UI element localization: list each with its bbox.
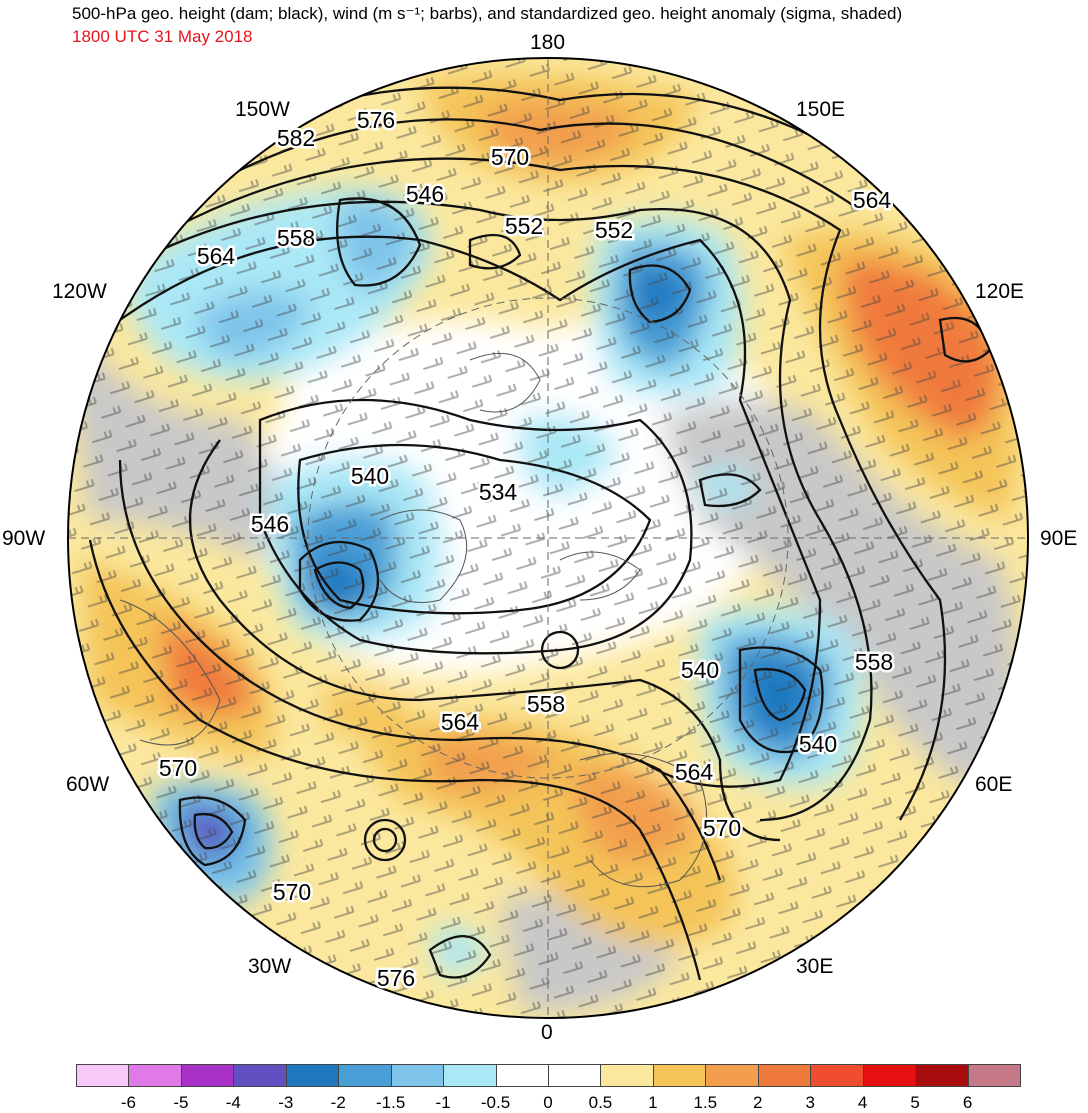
lon-label-120e: 120E: [975, 280, 1025, 303]
shaded-anomaly-field: [68, 58, 1028, 1018]
colorbar-swatch: [652, 1064, 707, 1087]
contour-label: 546: [406, 181, 444, 207]
graticule: [68, 58, 1028, 1018]
colorbar-swatch: [285, 1064, 340, 1087]
contour-label: 570: [703, 815, 741, 841]
colorbar-swatch: [76, 1064, 130, 1087]
contour-label: 564: [441, 709, 480, 735]
colorbar-swatch: [443, 1064, 497, 1087]
colorbar-label: -3: [278, 1093, 294, 1112]
colorbar-label: -2: [330, 1093, 346, 1112]
contour-label: 552: [505, 213, 543, 239]
colorbar-label: 0: [543, 1093, 553, 1112]
contour-label: 570: [273, 879, 311, 905]
lon-label-120w: 120W: [52, 280, 107, 303]
map-boundary: [67, 57, 1029, 1019]
colorbar-swatch: [810, 1064, 864, 1087]
contour-label: 564: [675, 759, 714, 785]
colorbar-label: 1: [648, 1093, 658, 1112]
colorbar-swatch: [390, 1064, 445, 1087]
colorbar-label: 5: [910, 1093, 920, 1112]
contour-label: 546: [251, 511, 289, 537]
colorbar-swatch: [915, 1064, 969, 1087]
colorbar-label: 1.5: [693, 1093, 718, 1112]
lon-label-180: 180: [530, 31, 566, 54]
contour-label: 558: [277, 225, 315, 251]
colorbar-label: -1.5: [376, 1093, 406, 1112]
map-title: 500-hPa geo. height (dam; black), wind (…: [72, 4, 903, 23]
contour-label: 564: [853, 187, 892, 213]
contour-label: 564: [197, 243, 236, 269]
colorbar-label: -5: [173, 1093, 189, 1112]
lon-label-60e: 60E: [975, 773, 1013, 796]
lon-label-60w: 60W: [66, 773, 110, 796]
colorbar-swatch: [548, 1064, 602, 1087]
colorbar-swatch: [128, 1064, 182, 1087]
colorbar-swatch: [705, 1064, 759, 1087]
colorbar-swatch: [495, 1064, 549, 1087]
contour-label: 540: [681, 657, 719, 683]
colorbar-label: 3: [805, 1093, 815, 1112]
colorbar-swatch: [180, 1064, 235, 1087]
lon-label-90w: 90W: [2, 527, 46, 550]
lon-label-30w: 30W: [248, 955, 292, 978]
lon-label-30e: 30E: [796, 955, 834, 978]
lon-label-90e: 90E: [1040, 527, 1078, 550]
valid-time: 1800 UTC 31 May 2018: [72, 27, 253, 46]
coastlines: [119, 352, 708, 888]
contour-label: 540: [351, 463, 389, 489]
colorbar-label: 6: [962, 1093, 973, 1112]
contour-label: 576: [377, 965, 415, 991]
contour-label: 570: [491, 144, 529, 170]
contour-label: 534: [479, 479, 518, 505]
colorbar-swatch: [757, 1064, 812, 1087]
lon-label-150w: 150W: [235, 98, 290, 121]
contour-label: 576: [357, 107, 395, 133]
contour-label: 582: [277, 125, 315, 151]
height-contours: [88, 86, 992, 981]
contour-label: 558: [855, 649, 893, 675]
contour-label: 570: [159, 755, 197, 781]
colorbar-swatch: [338, 1064, 392, 1087]
colorbar-swatch: [233, 1064, 287, 1087]
contour-label: 558: [527, 691, 565, 717]
contour-label: 540: [799, 731, 837, 757]
colorbar-swatch: [862, 1064, 917, 1087]
colorbar-label: -0.5: [480, 1093, 511, 1112]
colorbar-swatch: [967, 1064, 1021, 1087]
colorbar-label: 2: [753, 1093, 763, 1112]
colorbar-label: -4: [225, 1093, 241, 1112]
lon-label-150e: 150E: [796, 98, 846, 121]
lon-label-0: 0: [541, 1021, 553, 1044]
colorbar-label: 0.5: [588, 1093, 613, 1112]
colorbar-label: 4: [857, 1093, 868, 1112]
colorbar-swatch: [600, 1064, 654, 1087]
contour-label: 552: [595, 217, 633, 243]
colorbar-label: -1: [435, 1093, 451, 1112]
colorbar-label: -6: [120, 1093, 136, 1112]
